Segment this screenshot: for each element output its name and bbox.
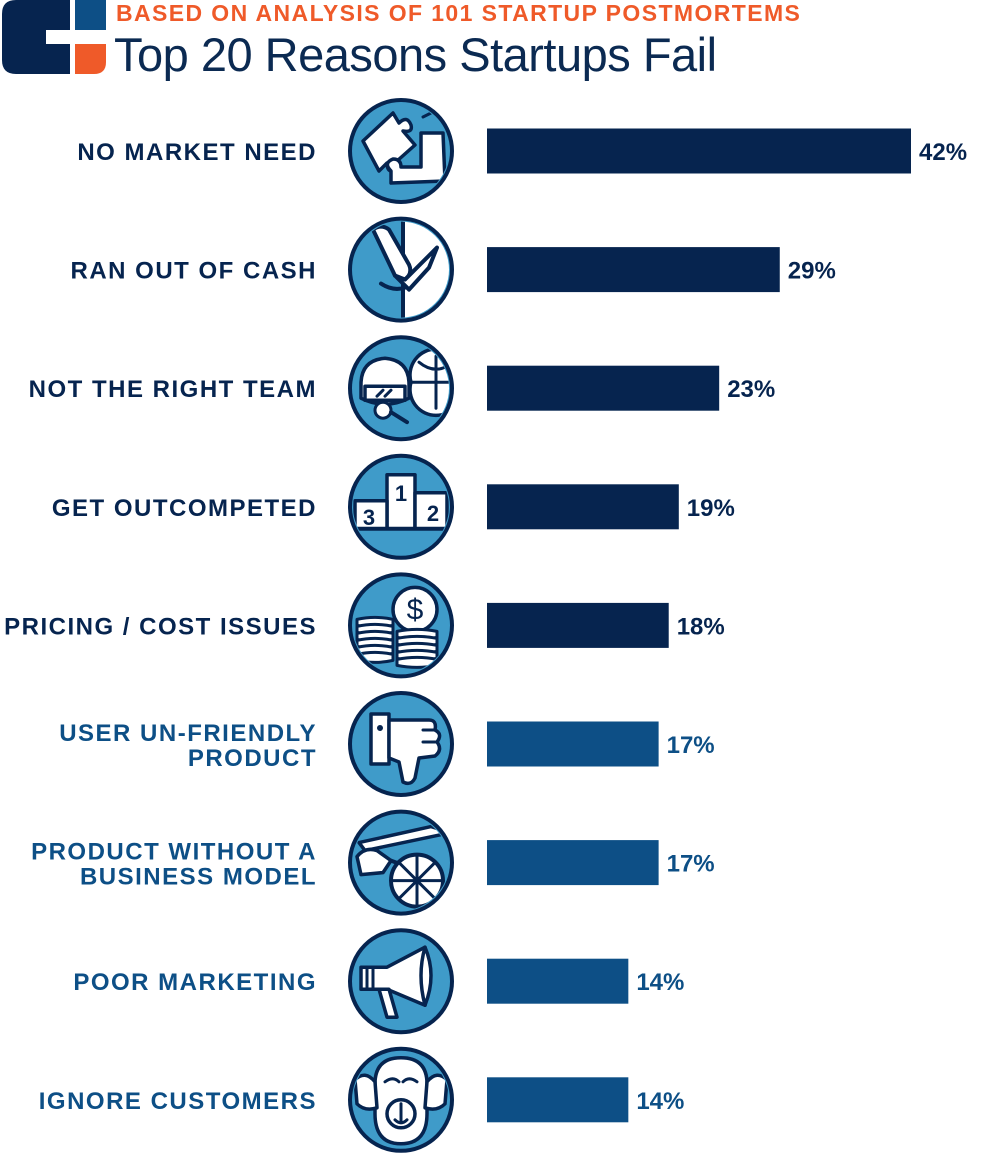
value-label: 17% bbox=[667, 732, 715, 759]
category-label-line: BUSINESS MODEL bbox=[80, 864, 317, 891]
cart-icon bbox=[348, 809, 454, 916]
monkey-icon bbox=[348, 1046, 454, 1153]
category-label: IGNORE CUSTOMERS bbox=[39, 1088, 317, 1115]
coins-icon: $ bbox=[348, 572, 454, 679]
bar bbox=[487, 1077, 629, 1123]
bars bbox=[487, 128, 911, 1123]
value-labels: 42% 29% 23% 19% 18% 17% 17% 14% 14% bbox=[636, 139, 967, 1115]
team-icon bbox=[348, 335, 454, 442]
chart-title: Top 20 Reasons Startups Fail bbox=[114, 28, 717, 81]
category-label: RAN OUT OF CASH bbox=[71, 258, 318, 285]
chart-subtitle: BASED ON ANALYSIS OF 101 STARTUP POSTMOR… bbox=[116, 0, 802, 26]
value-label: 17% bbox=[667, 851, 715, 878]
icon-art bbox=[355, 824, 449, 909]
category-label: NOT THE RIGHT TEAM bbox=[29, 376, 317, 403]
category-icons: 312 $ bbox=[348, 98, 454, 1153]
bar bbox=[487, 128, 911, 174]
category-label: PRICING / COST ISSUES bbox=[4, 613, 317, 640]
knife-icon bbox=[348, 216, 454, 323]
thumbs-down-icon bbox=[348, 691, 454, 797]
icon-art bbox=[359, 945, 433, 1019]
value-label: 14% bbox=[636, 1088, 684, 1115]
icon-art: $ bbox=[355, 585, 439, 669]
podium-label: 3 bbox=[363, 505, 375, 530]
category-label: POOR MARKETING bbox=[73, 969, 317, 996]
category-label: NO MARKET NEED bbox=[77, 139, 317, 166]
value-label: 18% bbox=[677, 613, 725, 640]
bar bbox=[487, 602, 669, 648]
bar bbox=[487, 247, 780, 293]
logo-icon bbox=[2, 0, 106, 74]
category-labels: NO MARKET NEED RAN OUT OF CASH NOT THE RIG… bbox=[4, 139, 318, 1115]
podium-label: 1 bbox=[395, 481, 407, 506]
bar bbox=[487, 365, 720, 411]
bar bbox=[487, 721, 659, 767]
category-label: GET OUTCOMPETED bbox=[52, 495, 317, 522]
icon-art bbox=[353, 1056, 449, 1146]
icon-art: 312 bbox=[353, 473, 449, 531]
logo-block-blue bbox=[75, 0, 106, 30]
value-label: 23% bbox=[727, 376, 775, 403]
puzzle-icon bbox=[348, 98, 454, 204]
megaphone-icon bbox=[348, 928, 454, 1035]
bar bbox=[487, 484, 679, 530]
category-label: PRODUCT WITHOUT A BUSINESS MODEL bbox=[31, 839, 317, 891]
category-label-line: USER UN-FRIENDLY bbox=[59, 720, 317, 747]
category-label-line: PRODUCT WITHOUT A bbox=[31, 839, 317, 866]
bar bbox=[487, 958, 629, 1004]
icon-art bbox=[361, 109, 447, 185]
logo-block-orange bbox=[75, 44, 106, 74]
value-label: 19% bbox=[687, 495, 735, 522]
category-label: USER UN-FRIENDLY PRODUCT bbox=[59, 720, 317, 772]
icon-art bbox=[369, 712, 442, 786]
logo-block-navy bbox=[2, 0, 70, 74]
podium-label: 2 bbox=[427, 501, 439, 526]
podium-icon: 312 bbox=[348, 453, 454, 560]
value-label: 14% bbox=[636, 969, 684, 996]
bar bbox=[487, 840, 659, 886]
category-label-line: PRODUCT bbox=[188, 745, 317, 772]
value-label: 29% bbox=[788, 258, 836, 285]
value-label: 42% bbox=[919, 139, 967, 166]
dollar-sign-icon: $ bbox=[407, 593, 424, 626]
